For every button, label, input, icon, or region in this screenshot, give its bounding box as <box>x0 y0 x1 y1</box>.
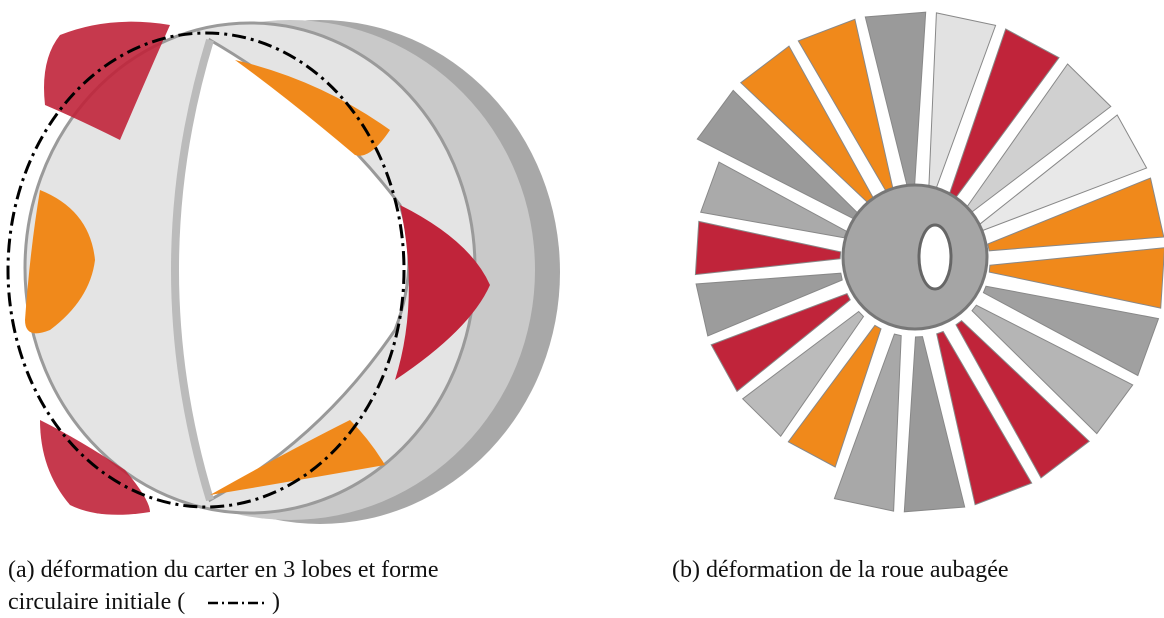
casing-image <box>8 20 560 524</box>
hub-bore <box>919 225 951 289</box>
hub <box>843 185 987 329</box>
figure: (a) déformation du carter en 3 lobes et … <box>0 0 1164 618</box>
caption-a-end: ) <box>272 589 280 615</box>
caption-b: (b) déformation de la roue aubagée <box>672 557 1009 583</box>
caption-a-line2: circulaire initiale ( <box>8 589 185 615</box>
caption-text: déformation du carter en 3 lobes et form… <box>41 557 439 583</box>
caption-label: (b) <box>672 557 700 583</box>
bladed-disk-image <box>695 12 1164 512</box>
caption-text: déformation de la roue aubagée <box>706 557 1009 583</box>
caption-a: (a) déformation du carter en 3 lobes et … <box>8 557 438 583</box>
caption-label: (a) <box>8 557 35 583</box>
